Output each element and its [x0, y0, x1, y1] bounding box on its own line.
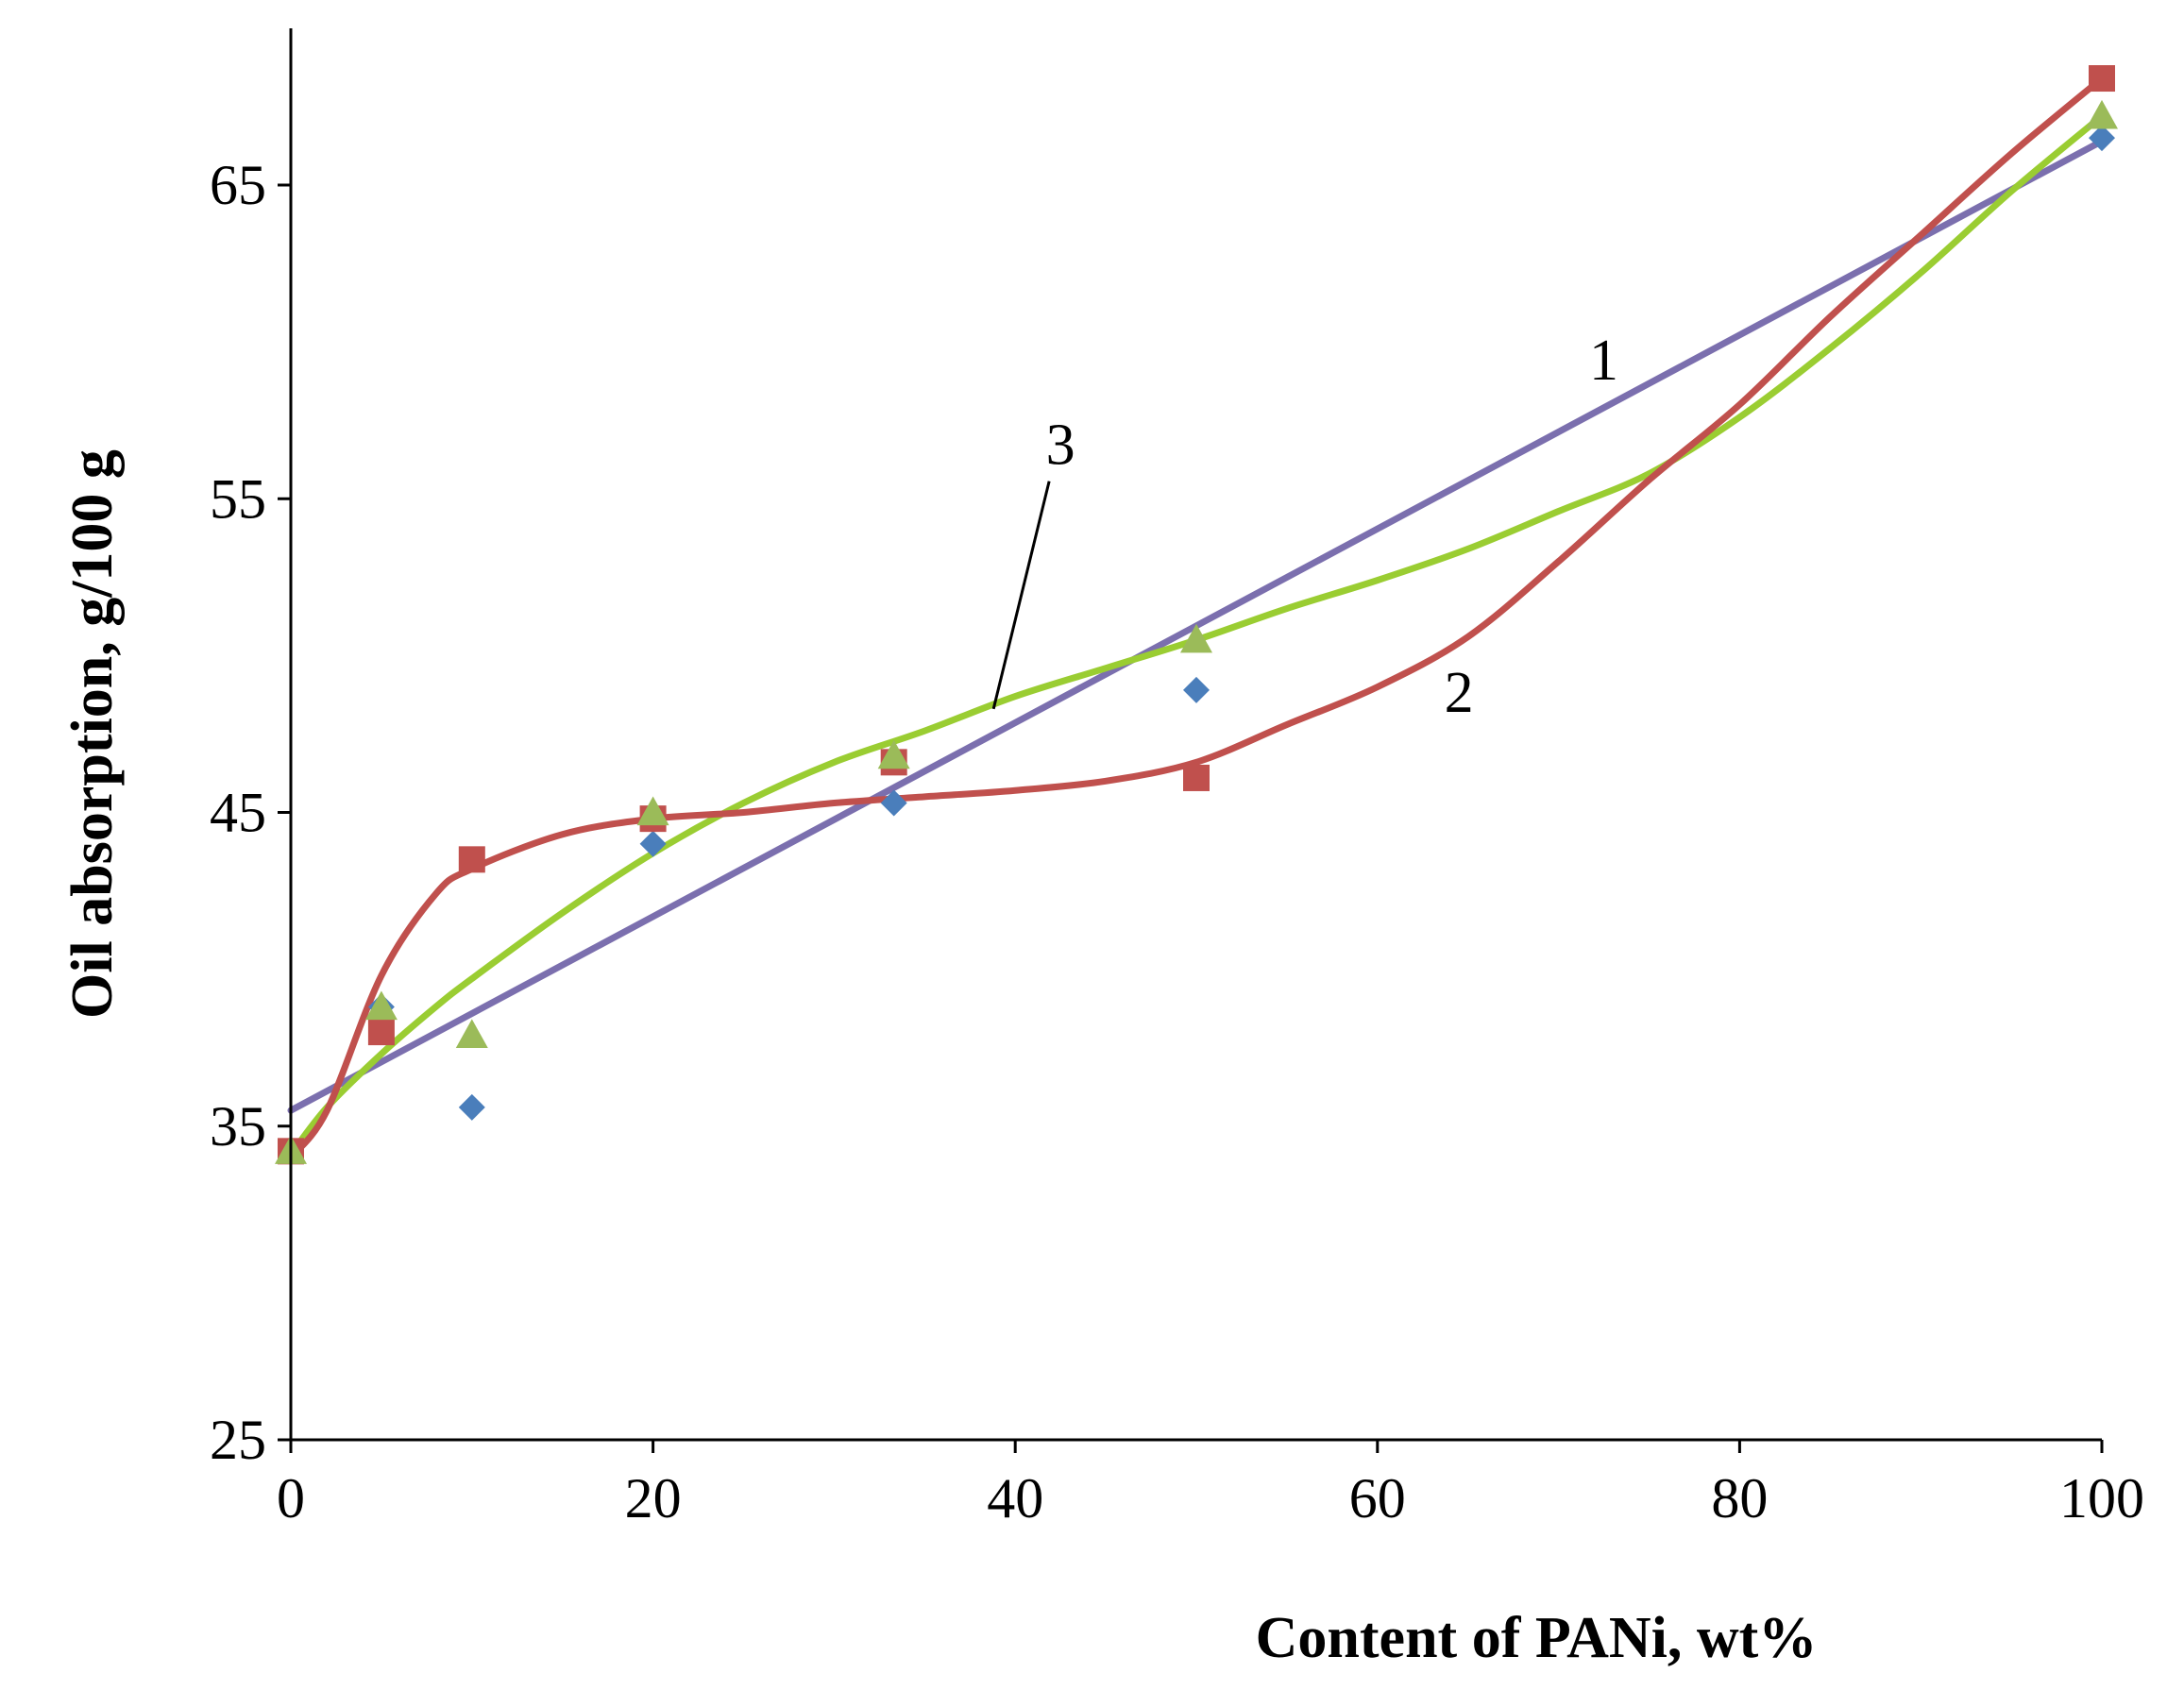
x-tick-label: 40: [987, 1467, 1043, 1529]
marker-diamond-series-1: [880, 789, 907, 817]
marker-triangle-series-3: [877, 739, 910, 769]
marker-triangle-series-3: [364, 990, 398, 1021]
marker-square-series-2: [2089, 65, 2115, 93]
marker-triangle-series-3: [455, 1019, 488, 1048]
trend-line-3: [287, 112, 2106, 1158]
y-axis-ticks: 25 35 45 55 65: [210, 154, 291, 1471]
marker-diamond-series-1: [1183, 676, 1210, 703]
marker-diamond-series-1: [639, 830, 667, 857]
x-tick-label: 80: [1711, 1467, 1768, 1529]
y-tick-label: 55: [210, 467, 266, 530]
marker-square-series-2: [367, 1019, 395, 1046]
y-tick-label: 65: [210, 154, 266, 216]
x-tick-label: 60: [1349, 1467, 1406, 1529]
curve-label-leader-3: [991, 481, 1051, 710]
trend-line-2: [287, 75, 2106, 1161]
x-tick-label: 100: [2059, 1467, 2144, 1529]
marker-square-series-2: [1183, 764, 1210, 791]
curve-label-1: 1: [1589, 329, 1618, 393]
x-axis-title: Content of PANi, wt%: [1256, 1606, 1818, 1670]
curve-annotations: 1 2 3: [991, 329, 1618, 725]
curve-label-3: 3: [1046, 414, 1075, 478]
trend-lines: [287, 75, 2106, 1161]
marker-diamond-series-1: [458, 1093, 485, 1121]
x-tick-label: 20: [625, 1467, 682, 1529]
marker-square-series-2: [458, 846, 485, 873]
x-axis-ticks: 0 20 40 60 80 100: [277, 1440, 2144, 1529]
marker-triangle-series-3: [2086, 99, 2118, 129]
curve-label-2: 2: [1445, 661, 1474, 725]
axes: [289, 28, 2102, 1442]
x-tick-label: 0: [277, 1467, 305, 1529]
y-tick-label: 45: [210, 782, 266, 844]
y-tick-label: 35: [210, 1095, 266, 1158]
marker-triangle-series-3: [636, 796, 669, 826]
data-markers: [275, 65, 2118, 1165]
y-tick-label: 25: [210, 1409, 266, 1471]
marker-triangle-series-3: [1180, 623, 1212, 653]
marker-diamond-series-1: [2089, 125, 2115, 152]
y-axis-title: Oil absorption, g/100 g: [60, 449, 125, 1019]
